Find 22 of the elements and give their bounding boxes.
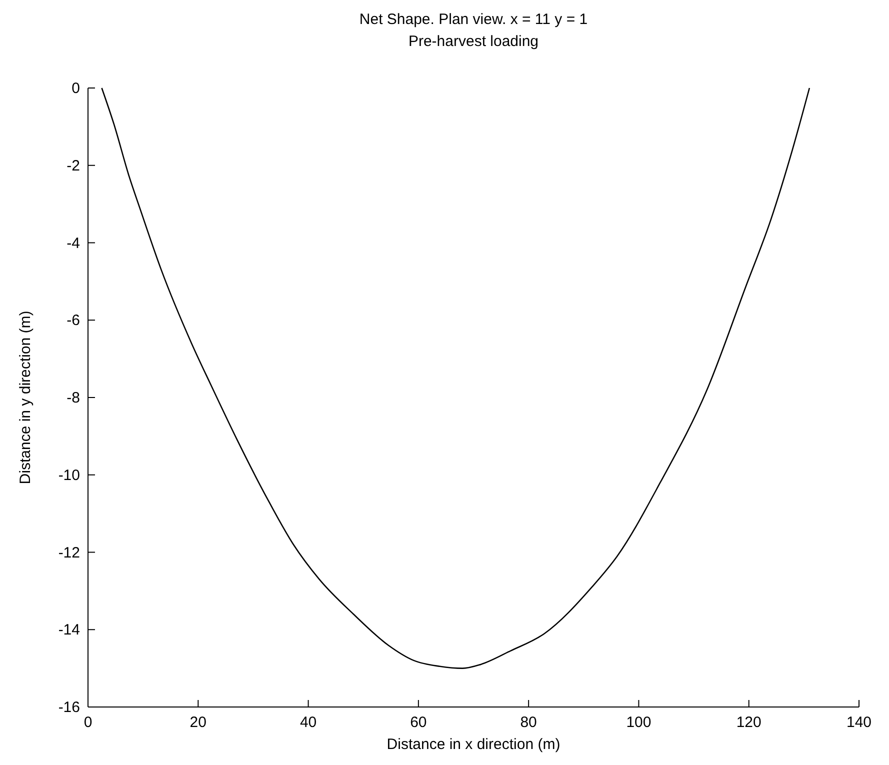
y-tick-label: -16 (58, 699, 80, 716)
y-tick-label: -12 (58, 544, 80, 562)
x-axis-title: Distance in x direction (m) (386, 736, 560, 753)
y-tick-label: -14 (58, 622, 80, 639)
chart-title: Net Shape. Plan view. x = 11 y = 1 (359, 11, 588, 28)
y-axis-title: Distance in y direction (m) (17, 310, 34, 484)
x-tick-label: 80 (520, 714, 537, 731)
x-tick-label: 100 (626, 714, 652, 731)
y-tick-label: -6 (66, 312, 80, 330)
y-tick-label: -4 (66, 234, 80, 252)
y-tick-label: 0 (72, 80, 80, 97)
x-tick-label: 140 (846, 714, 872, 731)
y-tick-label: -2 (66, 157, 80, 174)
x-tick-label: 60 (410, 714, 427, 731)
x-tick-label: 0 (84, 714, 92, 731)
line-series (101, 87, 810, 669)
x-tick-label: 40 (300, 714, 317, 731)
chart-subtitle: Pre-harvest loading (408, 33, 539, 50)
x-tick-label: 20 (190, 714, 206, 731)
y-tick-label: -10 (58, 466, 80, 484)
y-tick-label: -8 (66, 390, 80, 406)
x-tick-label: 120 (736, 714, 762, 731)
